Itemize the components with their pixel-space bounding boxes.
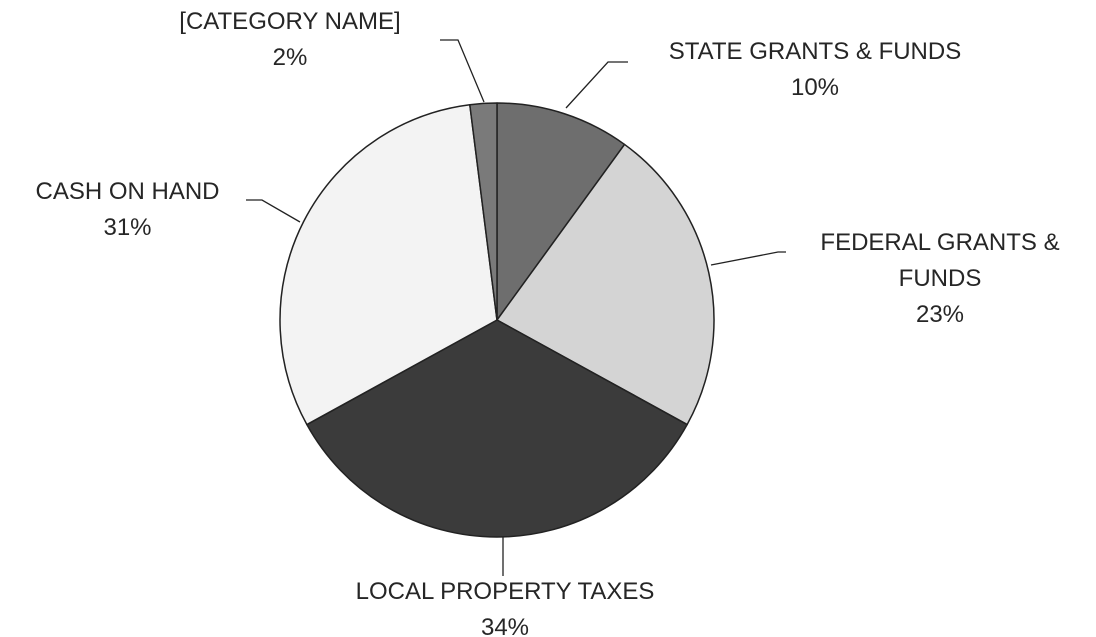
- percent-label: 2%: [272, 44, 308, 71]
- percent-label: 10%: [790, 74, 840, 101]
- pie-slice: [306, 319, 688, 538]
- data-label: CASH ON HAND 31%: [0, 174, 255, 246]
- category-name: [CATEGORY NAME]: [179, 8, 401, 35]
- percent-label: 31%: [103, 214, 152, 241]
- data-label: [CATEGORY NAME] 2%: [140, 4, 440, 76]
- category-name: LOCAL PROPERTY TAXES: [355, 578, 655, 605]
- leader-line: [565, 61, 628, 109]
- data-label: LOCAL PROPERTY TAXES 34%: [300, 574, 710, 637]
- category-name: CASH ON HAND: [35, 178, 220, 205]
- leader-line: [710, 251, 786, 266]
- category-name: FEDERAL GRANTS & FUNDS: [820, 229, 1060, 292]
- pie-slice: [496, 102, 626, 321]
- pie-slice: [496, 143, 715, 426]
- category-name: STATE GRANTS & FUNDS: [668, 38, 962, 65]
- pie-slice: [279, 103, 498, 426]
- data-label: FEDERAL GRANTS & FUNDS 23%: [790, 225, 1090, 333]
- data-label: STATE GRANTS & FUNDS 10%: [630, 34, 1000, 106]
- percent-label: 23%: [915, 301, 965, 328]
- percent-label: 34%: [480, 614, 530, 637]
- leader-line: [440, 39, 485, 103]
- pie-slice: [469, 102, 498, 321]
- leader-line: [246, 199, 301, 223]
